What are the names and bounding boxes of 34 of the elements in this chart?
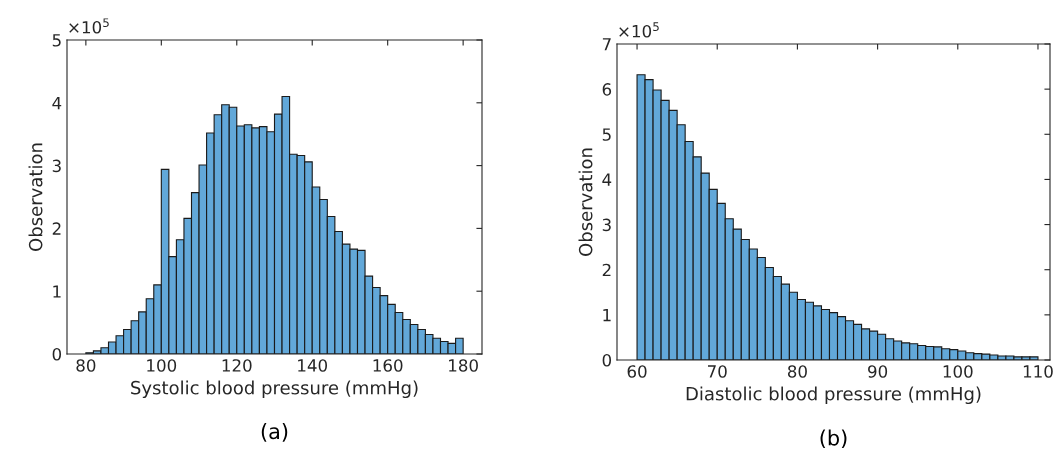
y-tick-label: 6 <box>602 83 612 96</box>
y-tick-label: 3 <box>602 218 611 232</box>
x-tick-label: 100 <box>147 359 177 372</box>
y-tick-label: 3 <box>52 159 61 173</box>
x-tick-label: 120 <box>222 359 252 372</box>
x-tick-label: 110 <box>1023 365 1053 378</box>
y-tick-label: 2 <box>52 222 61 235</box>
y-tick-label: 4 <box>602 173 612 186</box>
text: ×10$^{5}$ <box>619 22 659 38</box>
y-tick-label: 1 <box>53 285 61 298</box>
x-tick-label: 160 <box>373 359 403 372</box>
y-axis-title: Observation <box>578 148 593 256</box>
y-tick-label: 0 <box>602 353 612 367</box>
x-tick-label: 100 <box>943 365 973 378</box>
text: (b) <box>820 429 847 449</box>
x-axis-title: Diastolic blood pressure (mmHg) <box>686 386 981 405</box>
text: ×10$^{5}$ <box>69 18 109 34</box>
y-axis-title: Observation <box>28 143 43 251</box>
x-tick-label: 70 <box>707 365 727 378</box>
x-tick-label: 90 <box>868 365 888 378</box>
y-tick-label: 7 <box>602 38 611 51</box>
x-tick-label: 80 <box>787 365 807 378</box>
y-tick-label: 5 <box>602 128 611 141</box>
y-tick-label: 4 <box>52 96 62 110</box>
x-tick-label: 60 <box>627 365 647 378</box>
x-tick-label: 80 <box>76 359 96 372</box>
x-tick-label: 140 <box>298 359 328 372</box>
y-tick-label: 1 <box>603 309 611 322</box>
y-tick-label: 2 <box>602 263 611 277</box>
y-tick-label: 5 <box>52 34 61 47</box>
text: (a) <box>261 423 288 442</box>
y-tick-label: 0 <box>52 347 62 361</box>
x-axis-title: Systolic blood pressure (mmHg) <box>131 380 418 399</box>
x-tick-label: 180 <box>449 359 478 372</box>
